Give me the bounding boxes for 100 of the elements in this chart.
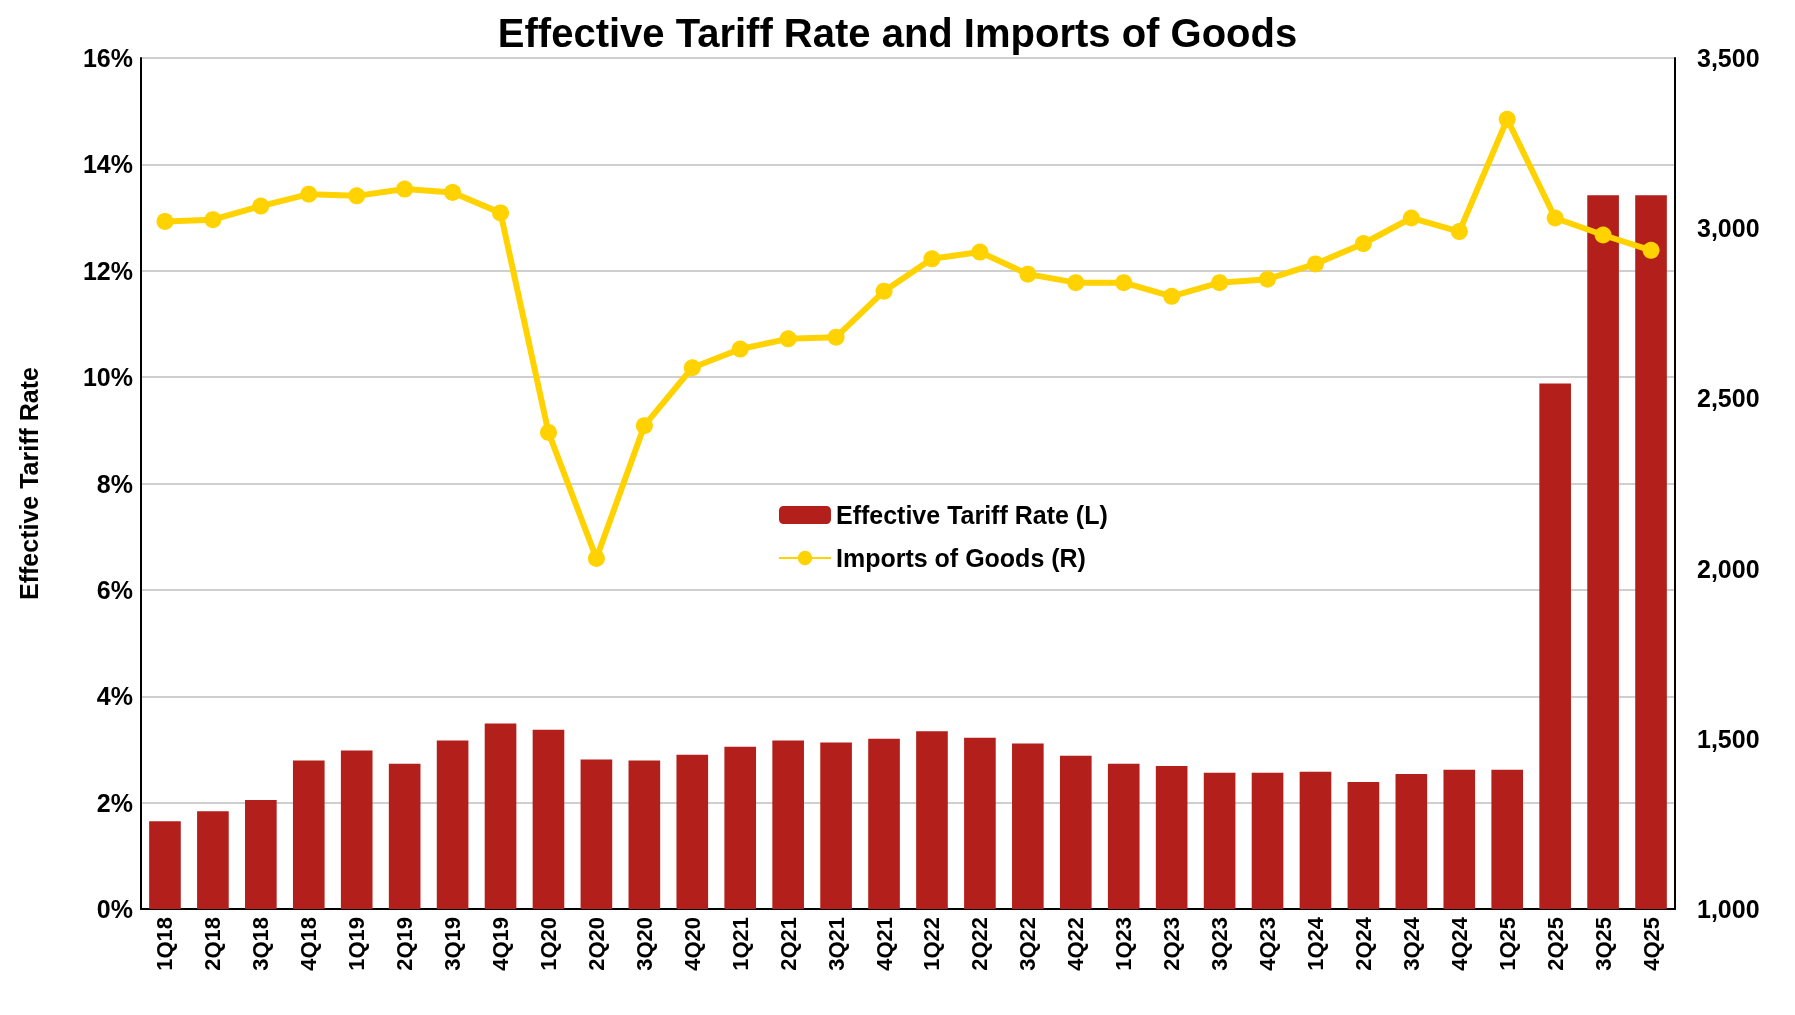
bar bbox=[292, 760, 325, 909]
x-tick-label: 4Q20 bbox=[679, 917, 705, 971]
point bbox=[1259, 270, 1277, 288]
point bbox=[492, 204, 510, 222]
point bbox=[635, 417, 653, 435]
point bbox=[827, 328, 845, 346]
bar bbox=[1299, 771, 1332, 909]
point bbox=[396, 180, 414, 198]
x-tick-label: 2Q19 bbox=[392, 917, 418, 971]
bar bbox=[197, 811, 229, 909]
bar bbox=[916, 731, 948, 909]
bar bbox=[868, 738, 900, 909]
bar bbox=[1155, 765, 1188, 909]
bar bbox=[1251, 772, 1284, 909]
x-tick-label: 3Q24 bbox=[1398, 916, 1424, 971]
x-tick-label: 2Q25 bbox=[1542, 917, 1568, 971]
x-tick-label: 1Q25 bbox=[1494, 917, 1520, 971]
y-tick-label: 8% bbox=[96, 469, 133, 498]
x-tick-label: 3Q20 bbox=[631, 917, 657, 971]
x-tick-label: 3Q25 bbox=[1590, 917, 1616, 971]
bar bbox=[1107, 763, 1140, 909]
chart-title: Effective Tariff Rate and Imports of Goods bbox=[497, 11, 1298, 55]
y-tick-label: 10% bbox=[82, 363, 133, 392]
y-axis-title: Effective Tariff Rate bbox=[14, 366, 43, 600]
y-tick-label: 6% bbox=[96, 575, 133, 604]
bar bbox=[1635, 195, 1667, 909]
point bbox=[204, 211, 222, 229]
point bbox=[300, 185, 318, 203]
point bbox=[731, 340, 749, 358]
bar bbox=[1443, 769, 1476, 909]
bar bbox=[1059, 755, 1092, 909]
bar bbox=[1347, 781, 1380, 909]
y-tick-label: 0% bbox=[96, 895, 133, 923]
point bbox=[923, 250, 941, 268]
bar bbox=[724, 746, 757, 909]
x-tick-label: 2Q24 bbox=[1350, 916, 1376, 971]
y2-tick-label: 3,500 bbox=[1697, 44, 1760, 72]
bar bbox=[532, 729, 565, 909]
point bbox=[1450, 223, 1468, 241]
bar bbox=[1539, 383, 1571, 909]
bar bbox=[964, 737, 996, 909]
bar bbox=[1395, 773, 1428, 909]
x-tick-label: 3Q18 bbox=[248, 917, 274, 971]
x-tick-label: 3Q22 bbox=[1015, 917, 1041, 971]
bar bbox=[676, 754, 709, 909]
point bbox=[779, 330, 797, 348]
x-tick-label: 2Q20 bbox=[583, 917, 609, 971]
x-tick-label: 4Q24 bbox=[1446, 916, 1472, 971]
y2-tick-label: 1,000 bbox=[1697, 895, 1760, 923]
y-tick-label: 4% bbox=[96, 682, 133, 711]
legend-label: Imports of Goods (R) bbox=[835, 544, 1086, 573]
x-tick-label: 1Q23 bbox=[1111, 917, 1137, 971]
point bbox=[539, 423, 557, 441]
point bbox=[1546, 209, 1564, 227]
x-tick-label: 1Q18 bbox=[152, 917, 178, 971]
point bbox=[1498, 110, 1516, 128]
x-tick-label: 1Q20 bbox=[535, 917, 561, 971]
bar bbox=[820, 742, 852, 909]
x-tick-label: 3Q21 bbox=[823, 917, 849, 971]
point bbox=[1642, 241, 1660, 259]
bar bbox=[1491, 769, 1524, 909]
x-tick-label: 4Q22 bbox=[1063, 917, 1089, 971]
y2-tick-label: 2,000 bbox=[1697, 554, 1760, 583]
x-tick-label: 3Q23 bbox=[1207, 917, 1233, 971]
x-tick-label: 4Q21 bbox=[871, 917, 897, 971]
point bbox=[348, 187, 366, 205]
x-tick-label: 1Q19 bbox=[344, 917, 370, 971]
bar bbox=[149, 821, 181, 909]
y2-tick-label: 2,500 bbox=[1697, 384, 1760, 413]
x-tick-label: 2Q18 bbox=[200, 917, 226, 971]
x-tick-label: 4Q18 bbox=[296, 917, 322, 971]
bar bbox=[772, 740, 804, 909]
x-tick-label: 1Q24 bbox=[1302, 916, 1328, 971]
legend-label: Effective Tariff Rate (L) bbox=[835, 501, 1108, 530]
x-tick-label: 2Q22 bbox=[967, 917, 993, 971]
y-tick-label: 12% bbox=[82, 256, 133, 285]
y-tick-label: 2% bbox=[96, 788, 133, 817]
bar bbox=[245, 799, 277, 909]
bar bbox=[388, 763, 421, 909]
x-tick-label: 4Q25 bbox=[1638, 917, 1664, 971]
y2-tick-label: 1,500 bbox=[1697, 724, 1760, 753]
bar bbox=[1012, 743, 1044, 909]
bar bbox=[1587, 195, 1619, 909]
point bbox=[1594, 226, 1612, 244]
x-tick-label: 4Q23 bbox=[1255, 917, 1281, 971]
point bbox=[1211, 274, 1229, 292]
x-tick-label: 2Q21 bbox=[775, 917, 801, 971]
bar bbox=[436, 740, 469, 909]
point bbox=[252, 197, 270, 215]
point bbox=[156, 212, 174, 230]
x-tick-label: 2Q23 bbox=[1159, 917, 1185, 971]
bar bbox=[340, 750, 373, 909]
point bbox=[1402, 209, 1420, 227]
x-tick-label: 1Q21 bbox=[727, 917, 753, 971]
point bbox=[1163, 287, 1181, 305]
point bbox=[971, 243, 989, 261]
x-tick-label: 4Q19 bbox=[488, 917, 514, 971]
point bbox=[1306, 255, 1324, 273]
point bbox=[444, 183, 462, 201]
x-tick-label: 3Q19 bbox=[440, 917, 466, 971]
